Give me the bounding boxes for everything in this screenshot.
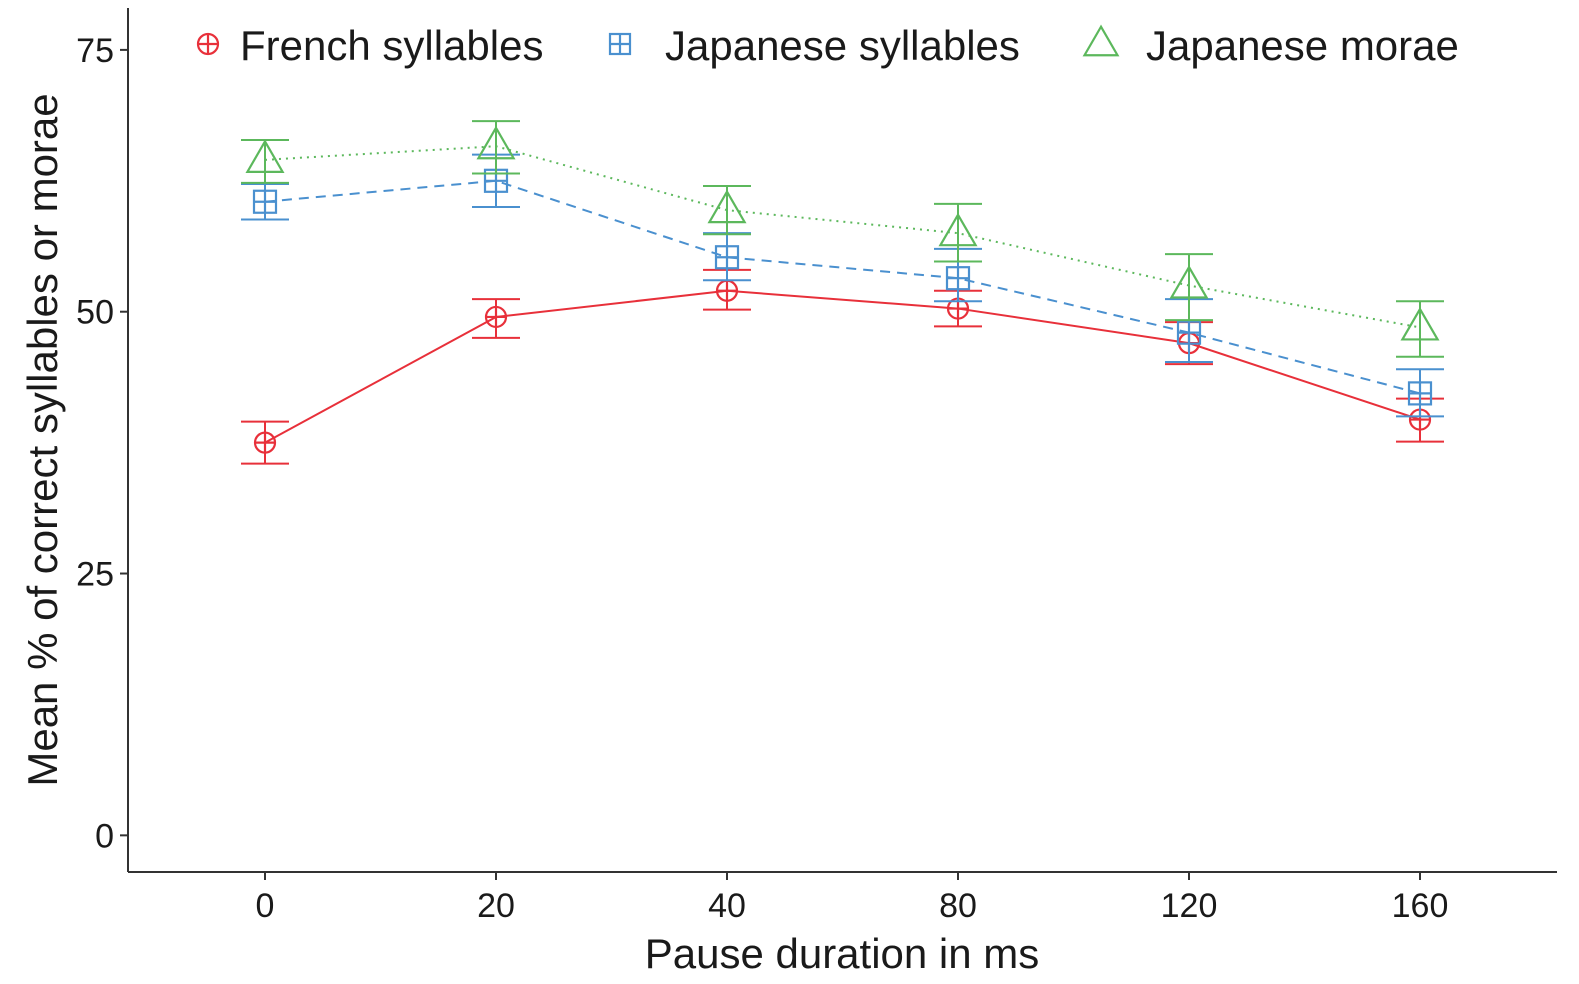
legend-marker-icon bbox=[608, 32, 632, 56]
legend-label: Japanese syllables bbox=[665, 22, 1020, 69]
x-tick-label: 20 bbox=[477, 887, 515, 925]
series-japanese-morae bbox=[241, 120, 1444, 358]
y-tick-label: 50 bbox=[76, 294, 114, 332]
legend-marker-icon bbox=[196, 32, 220, 56]
y-tick-label: 0 bbox=[95, 817, 114, 855]
data-point bbox=[714, 245, 740, 270]
y-axis-ticks: 0 25 50 75 bbox=[76, 32, 128, 855]
data-point bbox=[945, 266, 971, 291]
y-tick-label: 75 bbox=[76, 32, 114, 70]
x-tick-label: 160 bbox=[1392, 887, 1449, 925]
x-axis-title: Pause duration in ms bbox=[645, 930, 1040, 977]
data-point bbox=[1176, 320, 1202, 345]
data-point bbox=[707, 189, 747, 224]
data-point bbox=[1407, 381, 1433, 406]
data-point bbox=[1169, 264, 1209, 299]
legend: French syllables Japanese syllables Japane… bbox=[196, 22, 1459, 69]
x-tick-label: 80 bbox=[939, 887, 977, 925]
data-point bbox=[252, 189, 278, 214]
data-point bbox=[245, 139, 285, 173]
x-tick-label: 120 bbox=[1161, 887, 1218, 925]
data-point bbox=[715, 279, 739, 302]
y-axis-title: Mean % of correct syllables or morae bbox=[19, 93, 66, 786]
legend-item: Japanese syllables bbox=[608, 22, 1020, 69]
series-line bbox=[264, 289, 1421, 444]
data-point bbox=[484, 305, 508, 329]
legend-item: French syllables bbox=[196, 22, 543, 69]
data-point bbox=[476, 125, 516, 160]
legend-label: Japanese morae bbox=[1146, 22, 1459, 69]
x-tick-label: 40 bbox=[708, 887, 746, 925]
x-axis-ticks: 0 20 40 80 120 160 bbox=[256, 872, 1449, 925]
y-tick-label: 25 bbox=[76, 556, 114, 594]
legend-item: Japanese morae bbox=[1082, 22, 1459, 69]
legend-marker-icon bbox=[1082, 24, 1120, 57]
series-line bbox=[264, 179, 1421, 395]
data-point bbox=[1400, 306, 1440, 341]
data-point bbox=[253, 431, 277, 454]
legend-label: French syllables bbox=[240, 22, 543, 69]
data-point bbox=[938, 212, 978, 247]
plot-area bbox=[241, 120, 1444, 465]
error-bar bbox=[703, 185, 751, 236]
x-tick-label: 0 bbox=[256, 887, 275, 925]
